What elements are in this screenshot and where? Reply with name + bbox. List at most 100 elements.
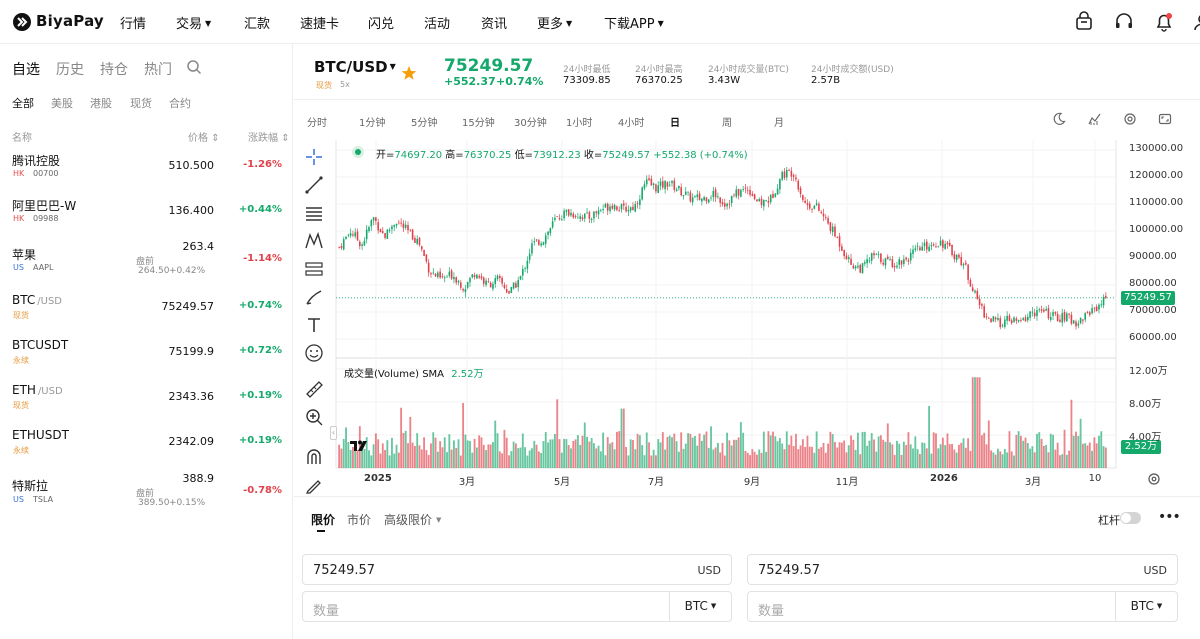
indicators-icon[interactable] <box>1088 112 1102 126</box>
candle-body <box>551 221 554 228</box>
nav-card[interactable]: 速捷卡 <box>300 17 340 32</box>
watchlist-row-ethusdt[interactable]: ETHUSDT 永续 2342.09 +0.19% <box>0 423 292 468</box>
buy-price-input[interactable]: 75249.57 USD <box>302 554 732 585</box>
candle-body <box>359 241 361 247</box>
interval-5m[interactable]: 5分钟 <box>411 118 438 129</box>
emoji-icon[interactable] <box>303 342 325 364</box>
nav-more[interactable]: 更多 ▼ <box>537 17 573 32</box>
volume-bar <box>781 443 784 468</box>
settings-icon[interactable] <box>1123 112 1137 126</box>
zoom-in-icon[interactable] <box>303 406 325 428</box>
pattern-tool-icon[interactable] <box>303 230 325 252</box>
nav-remittance[interactable]: 汇款 <box>244 17 271 32</box>
series-visibility-toggle[interactable] <box>352 146 364 158</box>
favorite-star-icon[interactable] <box>401 65 417 81</box>
watchlist-row-tencent[interactable]: 腾讯控股 HK 00700 510.500 -1.26% <box>0 148 292 193</box>
nav-trade[interactable]: 交易 ▼ <box>176 17 212 32</box>
interval-4h[interactable]: 4小时 <box>618 118 645 129</box>
watchlist-row-apple[interactable]: 苹果 US AAPL 263.4 盘前 264.50 +0.42% -1.14% <box>0 238 292 283</box>
watchlist-row-eth-usd[interactable]: ETH/USD 现货 2343.36 +0.19% <box>0 378 292 423</box>
collapse-toolbar-button[interactable]: ‹ <box>330 426 337 440</box>
tab-favorites[interactable]: 自选 <box>12 62 40 78</box>
filter-hk-stocks[interactable]: 港股 <box>90 97 112 110</box>
interval-1h[interactable]: 1小时 <box>566 118 593 129</box>
tab-limit-order[interactable]: 限价 <box>311 513 336 527</box>
volume-bar <box>990 450 992 468</box>
more-options-icon[interactable]: ••• <box>1158 509 1181 525</box>
interval-1m[interactable]: 1分钟 <box>359 118 386 129</box>
nav-market[interactable]: 行情 <box>120 17 147 32</box>
volume-bar <box>811 446 813 468</box>
quantity-unit-select[interactable]: BTC ▼ <box>1115 592 1177 621</box>
volume-bar <box>372 444 375 468</box>
ruler-icon[interactable] <box>303 378 325 400</box>
candle-body <box>453 277 455 280</box>
search-icon[interactable] <box>186 59 202 75</box>
quantity-unit-select[interactable]: BTC ▼ <box>669 592 731 621</box>
candle-body <box>340 246 343 249</box>
filter-spot[interactable]: 现货 <box>130 97 152 110</box>
theme-moon-icon[interactable] <box>1052 112 1066 126</box>
logo-text[interactable]: BiyaPay <box>36 12 104 30</box>
watchlist-row-alibaba[interactable]: 阿里巴巴-W HK 09988 136.400 +0.44% <box>0 193 292 238</box>
volume-bar <box>806 435 809 468</box>
nav-news[interactable]: 资讯 <box>481 17 508 32</box>
magnet-icon[interactable] <box>303 446 325 468</box>
tab-market-order[interactable]: 市价 <box>347 513 372 527</box>
watchlist-row-btcusdt[interactable]: BTCUSDT 永续 75199.9 +0.72% <box>0 333 292 378</box>
watchlist-row-tesla[interactable]: 特斯拉 US TSLA 388.9 盘前 389.50 +0.15% -0.78… <box>0 468 292 513</box>
nav-download-app[interactable]: 下载APP ▼ <box>604 17 664 32</box>
nav-swap[interactable]: 闪兑 <box>368 17 395 32</box>
tab-hot[interactable]: 热门 <box>144 62 172 78</box>
interval-30m[interactable]: 30分钟 <box>514 118 547 129</box>
column-header-change[interactable]: 涨跌幅 ⇕ <box>248 133 290 144</box>
interval-week[interactable]: 周 <box>722 118 732 129</box>
chart-settings-icon[interactable] <box>1147 472 1161 486</box>
candle-body <box>666 182 669 187</box>
filter-contract[interactable]: 合约 <box>169 97 191 110</box>
headset-icon[interactable] <box>1113 11 1135 33</box>
candle-body <box>1008 315 1011 322</box>
horizontal-lines-icon[interactable] <box>303 202 325 224</box>
candle-body <box>1068 313 1070 315</box>
buy-quantity-input[interactable]: 数量 BTC ▼ <box>302 591 732 622</box>
nav-activity[interactable]: 活动 <box>424 17 451 32</box>
candle-body <box>632 206 634 211</box>
candle-body <box>772 193 774 198</box>
leverage-toggle[interactable] <box>1120 512 1141 524</box>
tab-advanced-limit[interactable]: 高级限价 ▼ <box>384 513 442 527</box>
candle-body <box>593 211 595 219</box>
sell-price-input[interactable]: 75249.57 USD <box>747 554 1178 585</box>
interval-15m[interactable]: 15分钟 <box>462 118 495 129</box>
pair-selector[interactable]: BTC/USD ▼ <box>314 58 396 76</box>
tradingview-logo-icon[interactable] <box>349 437 371 453</box>
notification-bell-icon[interactable] <box>1153 11 1175 33</box>
brush-icon[interactable] <box>303 286 325 308</box>
tab-history[interactable]: 历史 <box>56 62 84 78</box>
fib-tool-icon[interactable] <box>303 258 325 280</box>
interval-day[interactable]: 日 <box>670 118 680 129</box>
candle-body <box>712 190 715 197</box>
row-name: 腾讯控股 <box>12 154 61 168</box>
candle-body <box>370 220 373 227</box>
wallet-icon[interactable] <box>1073 11 1095 33</box>
trend-line-icon[interactable] <box>303 174 325 196</box>
tab-positions[interactable]: 持仓 <box>100 62 128 78</box>
volume-bar <box>1052 434 1054 468</box>
filter-us-stocks[interactable]: 美股 <box>51 97 73 110</box>
fullscreen-icon[interactable] <box>1158 112 1172 126</box>
crosshair-icon[interactable] <box>303 146 325 168</box>
biyapay-logo-icon[interactable] <box>12 12 32 32</box>
interval-month[interactable]: 月 <box>774 118 784 129</box>
column-header-price[interactable]: 价格 ⇕ <box>188 133 220 144</box>
stat-24h-turnover-value: 2.57B <box>811 75 841 86</box>
volume-bar <box>1068 450 1071 468</box>
filter-all[interactable]: 全部 <box>12 97 34 110</box>
interval-timeline[interactable]: 分时 <box>307 118 327 129</box>
sell-quantity-input[interactable]: 数量 BTC ▼ <box>747 591 1178 622</box>
volume-bar <box>443 437 446 468</box>
text-tool-icon[interactable] <box>303 314 325 336</box>
watchlist-row-btc-usd[interactable]: BTC/USD 现货 75249.57 +0.74% <box>0 288 292 333</box>
pencil-lock-icon[interactable] <box>303 474 325 496</box>
user-icon[interactable] <box>1192 11 1200 33</box>
